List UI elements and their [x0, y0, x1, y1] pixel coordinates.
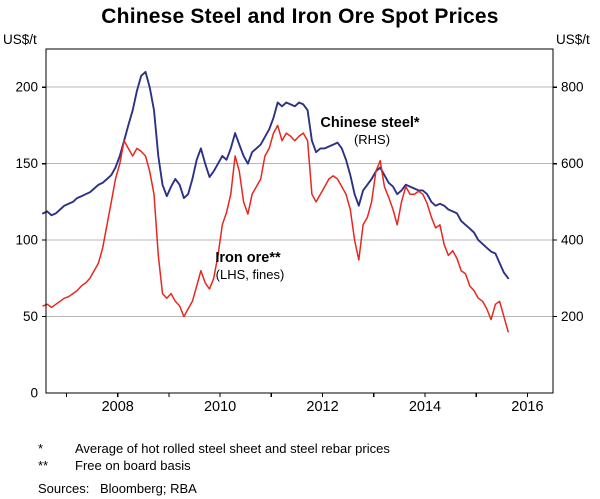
chinese-steel-label: Chinese steel* [320, 115, 419, 131]
iron-ore-sublabel: (LHS, fines) [216, 267, 285, 282]
footnote-1-marker: * [38, 441, 44, 456]
plot-border [45, 48, 554, 394]
footnote-1: * Average of hot rolled steel sheet and … [38, 440, 586, 457]
left-tick-label: 0 [30, 386, 38, 401]
right-axis-tick-labels: 200 400 600 800 [561, 80, 584, 324]
right-tick-label: 400 [561, 233, 584, 248]
gridlines [46, 86, 553, 318]
axis-ticks [42, 86, 557, 397]
x-tick-label: 2012 [306, 399, 338, 415]
footnote-2: ** Free on board basis [38, 457, 586, 474]
sources-line: Sources: Bloomberg; RBA [38, 480, 586, 497]
right-tick-label: 600 [561, 156, 584, 171]
chinese-steel-annotation: Chinese steel* (RHS) [320, 115, 419, 147]
x-tick-label: 2010 [204, 399, 236, 415]
footnote-2-marker: ** [38, 458, 49, 473]
x-tick-label: 2008 [102, 399, 134, 415]
price-chart: US$/t US$/t 0 50 100 150 200 200 400 600 800 20… [3, 32, 590, 415]
right-tick-label: 200 [561, 309, 584, 324]
left-axis-tick-labels: 0 50 100 150 200 [15, 80, 38, 401]
x-tick-label: 2016 [511, 399, 543, 415]
chart-title: Chinese Steel and Iron Ore Spot Prices [101, 5, 499, 28]
x-tick-label: 2014 [409, 399, 441, 415]
footnote-1-text: Average of hot rolled steel sheet and st… [75, 441, 390, 456]
series-lines [42, 70, 510, 333]
sources-label: Sources: [38, 481, 90, 496]
iron-ore-line [42, 124, 509, 333]
sources-text: Bloomberg; RBA [100, 481, 197, 496]
footnotes: * Average of hot rolled steel sheet and … [0, 436, 600, 497]
chinese-steel-sublabel: (RHS) [354, 132, 390, 147]
chinese-steel-line [42, 70, 510, 280]
right-tick-label: 800 [561, 80, 584, 95]
left-tick-label: 50 [23, 309, 38, 324]
left-axis-unit: US$/t [3, 32, 37, 47]
left-tick-label: 100 [15, 233, 38, 248]
iron-ore-annotation: Iron ore** (LHS, fines) [215, 250, 284, 282]
footnote-2-text: Free on board basis [75, 458, 191, 473]
x-axis-tick-labels: 2008 2010 2012 2014 2016 [102, 399, 544, 415]
left-tick-label: 150 [15, 156, 38, 171]
iron-ore-label: Iron ore** [215, 250, 281, 266]
left-tick-label: 200 [15, 80, 38, 95]
right-axis-unit: US$/t [556, 32, 590, 47]
